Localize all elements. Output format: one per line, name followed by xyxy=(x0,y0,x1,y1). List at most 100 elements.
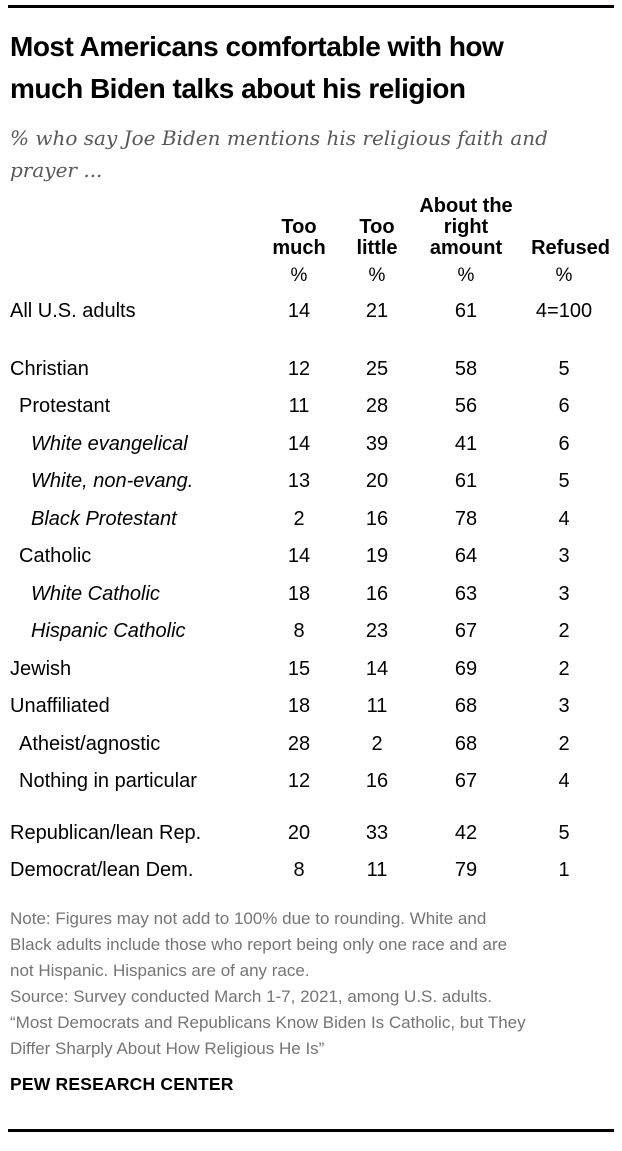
cell-value: 2 xyxy=(558,732,570,755)
cell-value: 25 xyxy=(365,357,389,380)
report-title-line: Differ Sharply About How Religious He Is… xyxy=(10,1038,325,1058)
table-row-christian: Christian 12 25 58 5 xyxy=(10,351,612,389)
table-row-nothing-in-particular: Nothing in particular 12 16 67 4 xyxy=(10,763,612,801)
cell-value: 3 xyxy=(558,545,570,568)
cell-value: 6 xyxy=(558,432,570,455)
chart-title: Most Americans comfortable with how much… xyxy=(10,26,612,110)
cell-value: 64 xyxy=(454,545,478,568)
top-rule xyxy=(8,5,614,8)
data-table: Too much Too little About the right amou… xyxy=(10,196,612,890)
cell-value: 58 xyxy=(454,357,478,380)
cell-value: 12 xyxy=(287,357,311,380)
cell-value: 1 xyxy=(558,859,570,882)
cell-value: 11 xyxy=(366,859,388,882)
column-header-refused: Refused xyxy=(531,237,610,259)
cell-value: 68 xyxy=(454,732,478,755)
table-row-atheist-agnostic: Atheist/agnostic 28 2 68 2 xyxy=(10,726,612,764)
cell-value: 39 xyxy=(365,432,389,455)
cell-value: 68 xyxy=(454,695,478,718)
cell-value: 79 xyxy=(454,859,478,882)
cell-value: 11 xyxy=(288,395,310,418)
cell-value: 2 xyxy=(293,507,305,530)
cell-value: 63 xyxy=(454,582,478,605)
cell-value: 61 xyxy=(454,470,478,493)
column-header-too-much: Too much xyxy=(272,216,326,259)
cell-value: 2 xyxy=(558,620,570,643)
note-line: not Hispanic. Hispanics are of any race. xyxy=(10,960,310,980)
table-row-all-us-adults: All U.S. adults 14 21 61 4=100 xyxy=(10,293,612,331)
cell-value: 8 xyxy=(293,859,305,882)
source-line: Source: Survey conducted March 1-7, 2021… xyxy=(10,986,492,1006)
table-row-democrat: Democrat/lean Dem. 8 11 79 1 xyxy=(10,852,612,890)
cell-value: 78 xyxy=(454,507,478,530)
cell-value: 56 xyxy=(454,395,478,418)
table-row-white-evangelical: White evangelical 14 39 41 6 xyxy=(10,426,612,464)
chart-title-line-1: Most Americans comfortable with how xyxy=(10,31,504,62)
cell-value: 28 xyxy=(365,395,389,418)
section-gap xyxy=(10,331,612,351)
cell-value: 33 xyxy=(365,821,389,844)
cell-value: 23 xyxy=(365,620,389,643)
bottom-rule xyxy=(8,1128,614,1132)
unit-too-little: % xyxy=(368,265,386,286)
column-header-about-right-amount: About the right amount xyxy=(419,195,513,259)
cell-value: 41 xyxy=(454,432,478,455)
table-row-protestant: Protestant 11 28 56 6 xyxy=(10,388,612,426)
cell-value: 4=100 xyxy=(535,300,593,323)
unit-about-right: % xyxy=(457,265,475,286)
table-row-white-catholic: White Catholic 18 16 63 3 xyxy=(10,576,612,614)
cell-value: 67 xyxy=(454,620,478,643)
cell-value: 67 xyxy=(454,770,478,793)
cell-value: 61 xyxy=(454,300,478,323)
cell-value: 19 xyxy=(365,545,389,568)
table-row-jewish: Jewish 15 14 69 2 xyxy=(10,651,612,689)
cell-value: 16 xyxy=(365,507,389,530)
cell-value: 4 xyxy=(558,770,570,793)
table-row-black-protestant: Black Protestant 2 16 78 4 xyxy=(10,501,612,539)
cell-value: 20 xyxy=(287,821,311,844)
cell-value: 14 xyxy=(287,545,311,568)
note-line: Note: Figures may not add to 100% due to… xyxy=(10,908,487,928)
cell-value: 16 xyxy=(365,770,389,793)
cell-value: 12 xyxy=(287,770,311,793)
cell-value: 2 xyxy=(558,657,570,680)
cell-value: 14 xyxy=(287,300,311,323)
cell-value: 3 xyxy=(558,695,570,718)
chart-subtitle: % who say Joe Biden mentions his religio… xyxy=(10,122,612,186)
cell-value: 3 xyxy=(558,582,570,605)
cell-value: 42 xyxy=(454,821,478,844)
pew-research-center-wordmark: PEW RESEARCH CENTER xyxy=(10,1073,234,1094)
cell-value: 14 xyxy=(287,432,311,455)
cell-value: 4 xyxy=(558,507,570,530)
cell-value: 8 xyxy=(293,620,305,643)
section-gap xyxy=(10,801,612,815)
cell-value: 18 xyxy=(287,695,311,718)
cell-value: 6 xyxy=(558,395,570,418)
cell-value: 21 xyxy=(365,300,389,323)
chart-title-line-2: much Biden talks about his religion xyxy=(10,73,466,104)
cell-value: 69 xyxy=(454,657,478,680)
unit-row: % % % % xyxy=(10,259,612,293)
cell-value: 18 xyxy=(287,582,311,605)
note-line: Black adults include those who report be… xyxy=(10,934,508,954)
cell-value: 28 xyxy=(287,732,311,755)
cell-value: 5 xyxy=(558,821,570,844)
cell-value: 2 xyxy=(371,732,383,755)
column-header-too-little: Too little xyxy=(356,216,398,259)
table-header-row: Too much Too little About the right amou… xyxy=(10,196,612,259)
cell-value: 16 xyxy=(365,582,389,605)
chart-subtitle-line-1: % who say Joe Biden mentions his religio… xyxy=(10,126,548,150)
chart-subtitle-line-2: prayer ... xyxy=(10,158,103,182)
footnotes: Note: Figures may not add to 100% due to… xyxy=(10,906,612,1062)
table-row-hispanic-catholic: Hispanic Catholic 8 23 67 2 xyxy=(10,613,612,651)
unit-too-much: % xyxy=(290,265,308,286)
report-title-line: “Most Democrats and Republicans Know Bid… xyxy=(10,1012,526,1032)
cell-value: 5 xyxy=(558,357,570,380)
cell-value: 15 xyxy=(287,657,311,680)
table-row-republican: Republican/lean Rep. 20 33 42 5 xyxy=(10,815,612,853)
table-row-white-non-evang: White, non-evang. 13 20 61 5 xyxy=(10,463,612,501)
cell-value: 13 xyxy=(287,470,311,493)
table-row-unaffiliated: Unaffiliated 18 11 68 3 xyxy=(10,688,612,726)
cell-value: 20 xyxy=(365,470,389,493)
cell-value: 11 xyxy=(366,695,388,718)
